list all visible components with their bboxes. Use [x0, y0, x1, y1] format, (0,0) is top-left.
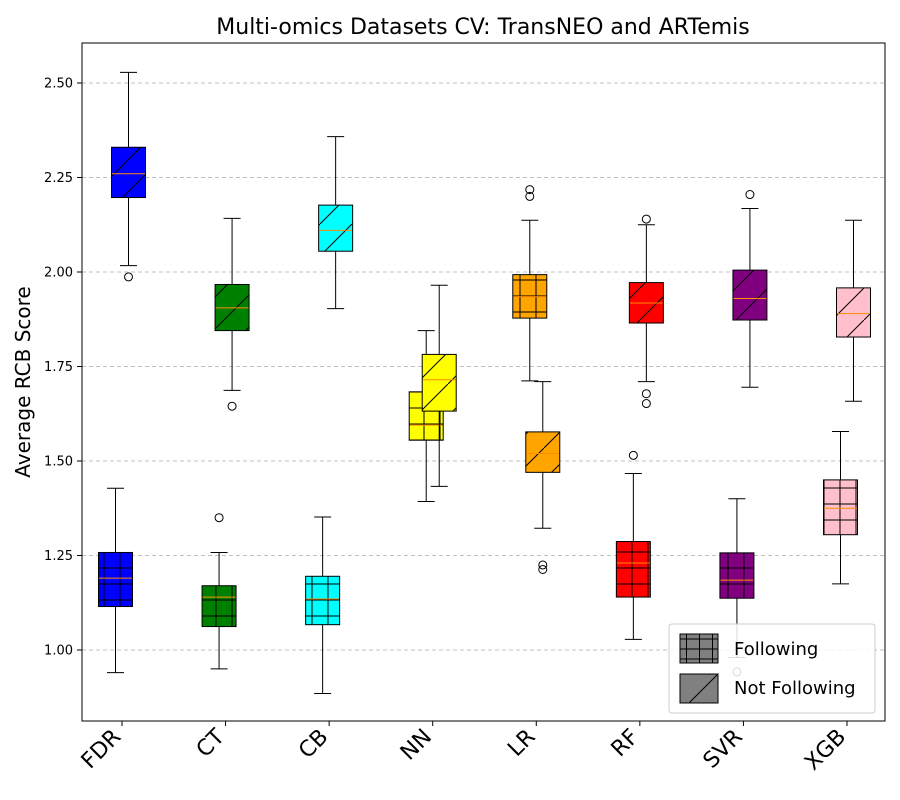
- box-outline: [732, 269, 768, 321]
- outlier-point: [538, 560, 548, 570]
- box-plots: [98, 71, 871, 694]
- box-ct-following: [201, 513, 237, 670]
- box-hatch: [318, 205, 353, 252]
- y-tick-label: 1.00: [44, 644, 73, 659]
- outlier-point: [628, 450, 638, 460]
- box-outline: [822, 479, 858, 536]
- box-hatch: [525, 431, 560, 473]
- box-fdr-not-following: [111, 71, 146, 282]
- box-hatch: [719, 552, 754, 599]
- box-lr-following: [512, 185, 548, 382]
- box-xgb-following: [822, 431, 858, 585]
- box-hatch: [305, 576, 340, 625]
- outlier-point: [214, 513, 224, 523]
- outlier-point: [525, 191, 535, 201]
- plot-frame: [81, 42, 886, 722]
- x-tick-label: CT: [192, 724, 230, 762]
- outlier-point: [641, 389, 651, 399]
- x-tick-label: SVR: [699, 725, 748, 774]
- outlier-point: [538, 564, 548, 574]
- y-tick-label: 1.75: [44, 360, 73, 375]
- box-outline: [214, 283, 250, 332]
- y-tick-label: 2.25: [44, 171, 73, 186]
- box-svr-following: [719, 498, 755, 677]
- box-outline: [628, 282, 664, 324]
- y-tick-label: 1.25: [44, 549, 73, 564]
- outlier-point: [641, 399, 651, 409]
- box-outline: [98, 551, 133, 608]
- y-tick-label: 2.00: [44, 266, 73, 281]
- box-nn-not-following: [421, 284, 457, 487]
- box-cb-not-following: [318, 136, 354, 310]
- legend-frame: [668, 623, 876, 714]
- box-hatch: [98, 552, 133, 607]
- box-xgb-not-following: [835, 219, 871, 402]
- outlier-point: [641, 214, 651, 224]
- box-outline: [111, 146, 146, 199]
- y-axis: 1.00 1.25 1.50 1.75 2.00 2.25 2.50: [44, 77, 82, 659]
- outlier-point: [745, 190, 755, 200]
- box-cb-following: [305, 516, 341, 694]
- box-rf-following: [615, 450, 651, 640]
- box-lr-not-following: [525, 381, 561, 574]
- legend: Following Not Following: [668, 623, 876, 714]
- chart-title: Multi-omics Datasets CV: TransNEO and AR…: [216, 15, 749, 40]
- x-tick-label: RF: [607, 725, 644, 762]
- box-hatch: [111, 147, 146, 198]
- box-rf-not-following: [628, 214, 664, 409]
- box-hatch: [732, 270, 767, 321]
- legend-hatch-not-following: [688, 673, 719, 704]
- outlier-point: [525, 185, 535, 195]
- box-ct-not-following: [214, 217, 250, 411]
- legend-hatch-following: [680, 634, 718, 663]
- box-outline: [421, 353, 457, 412]
- outlier-point: [227, 401, 237, 411]
- legend-label-not-following: Not Following: [734, 678, 856, 699]
- box-fdr-following: [98, 487, 133, 674]
- y-tick-label: 1.50: [44, 455, 73, 470]
- box-hatch: [836, 287, 871, 338]
- x-axis: FDR CT CB NN LR RF SVR XGB: [77, 721, 851, 776]
- box-outline: [525, 431, 561, 473]
- box-hatch: [202, 585, 237, 627]
- box-outline: [512, 274, 548, 319]
- x-tick-label: LR: [503, 725, 540, 762]
- box-outline: [305, 575, 341, 626]
- legend-label-following: Following: [734, 639, 818, 660]
- y-tick-label: 2.50: [44, 77, 73, 92]
- box-outline: [835, 287, 871, 338]
- x-tick-label: XGB: [800, 725, 851, 776]
- y-axis-label: Average RCB Score: [11, 286, 35, 477]
- x-tick-label: CB: [294, 725, 333, 764]
- outlier-point: [124, 272, 133, 282]
- box-outline: [318, 204, 354, 252]
- x-tick-label: FDR: [77, 725, 126, 774]
- box-hatch: [616, 541, 651, 598]
- box-outline: [615, 541, 651, 598]
- box-outline: [719, 552, 755, 599]
- x-tick-label: NN: [396, 725, 437, 766]
- box-svr-not-following: [732, 190, 768, 388]
- box-outline: [201, 585, 237, 628]
- box-hatch: [823, 479, 858, 535]
- box-hatch: [422, 354, 457, 412]
- y-gridlines: [82, 82, 885, 651]
- legend-swatch-not-following: [679, 673, 719, 704]
